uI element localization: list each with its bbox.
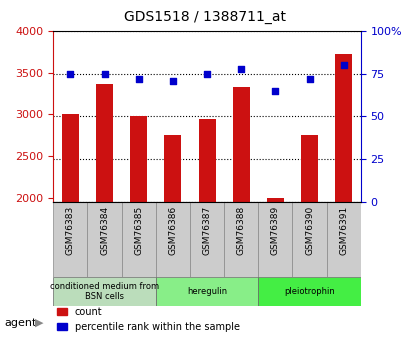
Point <box>203 71 210 77</box>
Text: GSM76389: GSM76389 <box>270 206 279 255</box>
FancyBboxPatch shape <box>155 277 258 306</box>
FancyBboxPatch shape <box>224 202 258 277</box>
Point <box>237 66 244 71</box>
Text: GSM76391: GSM76391 <box>338 206 347 255</box>
Text: GSM76388: GSM76388 <box>236 206 245 255</box>
Point <box>306 76 312 82</box>
Text: ▶: ▶ <box>35 318 43 327</box>
FancyBboxPatch shape <box>155 202 189 277</box>
Point <box>101 71 108 77</box>
Bar <box>334 55 351 202</box>
FancyBboxPatch shape <box>53 277 155 306</box>
Text: GSM76385: GSM76385 <box>134 206 143 255</box>
Bar <box>300 135 317 202</box>
FancyBboxPatch shape <box>292 202 326 277</box>
FancyBboxPatch shape <box>258 277 360 306</box>
Point <box>169 78 176 83</box>
Bar <box>130 116 147 202</box>
FancyBboxPatch shape <box>326 202 360 277</box>
FancyBboxPatch shape <box>87 202 121 277</box>
Text: GSM76384: GSM76384 <box>100 206 109 255</box>
Text: agent: agent <box>4 318 36 327</box>
Text: pleiotrophin: pleiotrophin <box>283 287 334 296</box>
FancyBboxPatch shape <box>121 202 155 277</box>
FancyBboxPatch shape <box>258 202 292 277</box>
Bar <box>198 119 215 202</box>
Text: GSM76387: GSM76387 <box>202 206 211 255</box>
Text: GSM76383: GSM76383 <box>66 206 75 255</box>
Text: GSM76386: GSM76386 <box>168 206 177 255</box>
Point <box>272 88 278 93</box>
Text: conditioned medium from
BSN cells: conditioned medium from BSN cells <box>50 282 159 301</box>
Bar <box>96 83 113 202</box>
Point <box>67 71 74 77</box>
Bar <box>266 198 283 202</box>
Text: GSM76390: GSM76390 <box>304 206 313 255</box>
Point <box>339 62 346 68</box>
Bar <box>164 135 181 202</box>
Text: heregulin: heregulin <box>187 287 227 296</box>
Text: GDS1518 / 1388711_at: GDS1518 / 1388711_at <box>124 10 285 24</box>
Point <box>135 76 142 82</box>
Legend: count, percentile rank within the sample: count, percentile rank within the sample <box>53 303 243 335</box>
Bar <box>232 87 249 202</box>
Bar <box>62 115 79 202</box>
FancyBboxPatch shape <box>189 202 224 277</box>
FancyBboxPatch shape <box>53 202 87 277</box>
